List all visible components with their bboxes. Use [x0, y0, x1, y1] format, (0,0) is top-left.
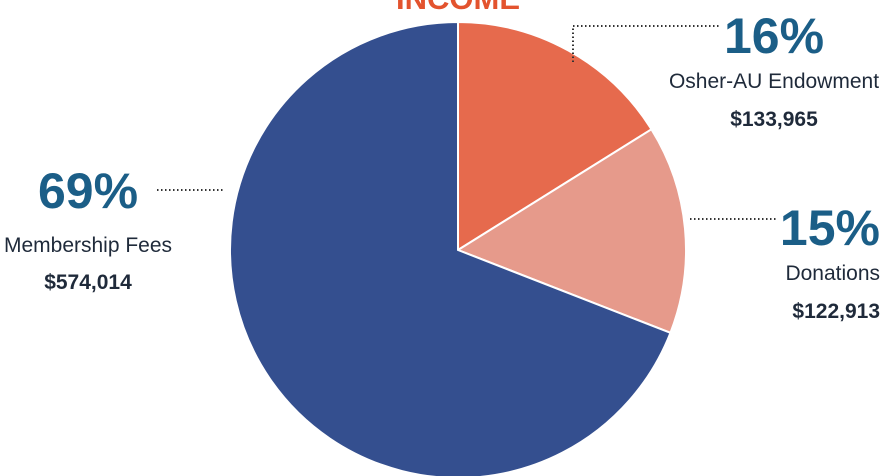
leader-line-osher-au-endowment: [572, 25, 720, 62]
amount-label-donations: $122,913: [792, 300, 880, 323]
pie-slice-osher-au-endowment: [457, 20, 653, 252]
amount-label-osher-au-endowment: $133,965: [730, 108, 818, 131]
chart-title: INCOME: [396, 0, 520, 16]
pie-slice-donations: [455, 127, 687, 335]
leader-lines: [157, 25, 776, 220]
slice-labels: 16% Osher-AU Endowment $133,965 15% Donation…: [4, 8, 880, 323]
pie-slice-membership-fees: [229, 20, 672, 476]
category-label-donations: Donations: [785, 262, 880, 285]
category-label-osher-au-endowment: Osher-AU Endowment: [669, 70, 879, 93]
percent-label-osher-au-endowment: 16%: [724, 8, 824, 64]
category-label-membership-fees: Membership Fees: [4, 234, 172, 257]
pie-slices: [229, 20, 687, 476]
percent-label-membership-fees: 69%: [38, 163, 138, 219]
amount-label-membership-fees: $574,014: [44, 271, 132, 294]
percent-label-donations: 15%: [780, 200, 880, 256]
